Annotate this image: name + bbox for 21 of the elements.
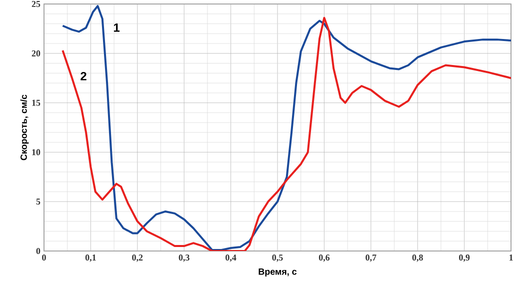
- x-axis-title: Время, с: [258, 268, 297, 277]
- y-tick-label: 5: [36, 198, 40, 205]
- x-tick-label: 1: [509, 254, 513, 260]
- x-tick-label: 0,6: [318, 254, 330, 262]
- y-tick-label: 20: [32, 50, 40, 56]
- x-tick-label: 0,9: [459, 254, 470, 262]
- series-label: 1: [114, 24, 120, 32]
- y-tick-label: 0: [36, 248, 40, 254]
- x-tick-label: 0,8: [412, 254, 423, 262]
- x-tick-label: 0: [42, 254, 46, 261]
- y-axis-title: Скорость, см/с: [20, 94, 29, 160]
- y-tick-label: 15: [32, 100, 40, 106]
- y-tick-label: 10: [32, 149, 40, 156]
- x-tick-label: 0,2: [132, 254, 143, 262]
- x-tick-label: 0,3: [178, 254, 190, 262]
- x-tick-label: 0,4: [226, 254, 236, 262]
- series-label: 2: [80, 72, 86, 80]
- x-tick-label: 0,7: [366, 254, 376, 262]
- x-tick-label: 0,5: [272, 254, 283, 262]
- y-tick-label: 25: [32, 0, 40, 8]
- x-tick-label: 0,1: [85, 254, 96, 262]
